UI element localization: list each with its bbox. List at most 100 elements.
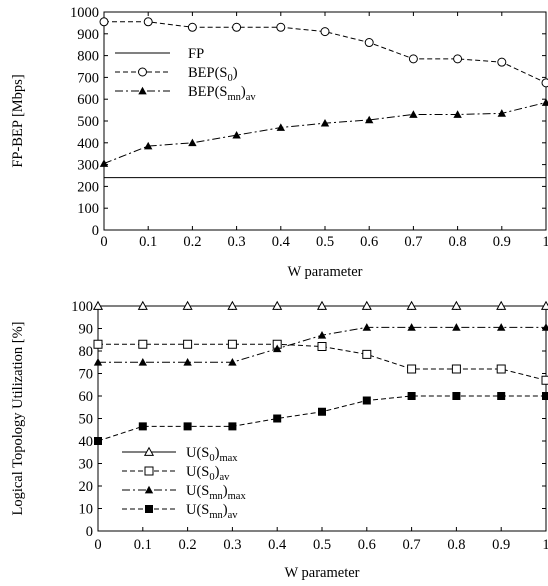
x-tick-label: 0.4 bbox=[268, 537, 287, 553]
data-point bbox=[364, 38, 374, 48]
y-tick-label: 60 bbox=[79, 389, 94, 405]
y-tick-label: 800 bbox=[77, 49, 99, 65]
data-point bbox=[497, 392, 506, 400]
data-point bbox=[317, 331, 327, 339]
data-point bbox=[453, 54, 463, 64]
y-tick-label: 80 bbox=[79, 344, 94, 360]
data-point bbox=[187, 22, 197, 32]
y-tick-label: 900 bbox=[77, 27, 99, 43]
data-point bbox=[273, 344, 282, 353]
legend-tail-subscript: max bbox=[219, 453, 238, 464]
data-point bbox=[144, 141, 153, 150]
x-tick-label: 0.2 bbox=[179, 537, 197, 553]
x-tick-label: 0.3 bbox=[223, 537, 241, 553]
data-point bbox=[138, 422, 147, 431]
data-point bbox=[227, 339, 237, 349]
chart-fp-bep: 0 100 200 300 400 500 600 700 800 900 1000 0 0.1 0.2 0… bbox=[10, 5, 548, 280]
y-tick-label: 30 bbox=[79, 457, 94, 473]
x-tick-label: 0.5 bbox=[316, 234, 334, 250]
y-axis-title: Logical Topology Utilization [%] bbox=[10, 321, 26, 515]
data-point bbox=[496, 300, 507, 310]
x-tick-label: 0.9 bbox=[493, 234, 511, 250]
legend-main: U(S bbox=[186, 502, 209, 518]
x-tick-label: 0.1 bbox=[139, 234, 157, 250]
data-point bbox=[143, 17, 153, 27]
legend-main: U(S bbox=[186, 445, 209, 461]
data-point bbox=[540, 300, 548, 310]
data-point bbox=[228, 422, 237, 431]
legend-swatch-marker bbox=[145, 505, 153, 513]
y-tick-label: 700 bbox=[77, 70, 99, 86]
legend-tail-subscript: max bbox=[228, 491, 247, 502]
data-point bbox=[317, 342, 327, 351]
x-axis-title: W parameter bbox=[284, 565, 359, 581]
data-point bbox=[276, 123, 285, 131]
legend-swatch-marker bbox=[138, 86, 147, 95]
data-point bbox=[318, 407, 326, 416]
legend-swatch-marker bbox=[138, 67, 147, 77]
data-point bbox=[183, 358, 192, 366]
y-tick-label: 0 bbox=[92, 223, 99, 239]
legend-swatch-marker bbox=[143, 446, 155, 456]
y-tick-label: 400 bbox=[77, 136, 99, 152]
data-point bbox=[362, 396, 371, 405]
y-tick-label: 40 bbox=[79, 434, 94, 450]
x-tick-label: 0 bbox=[94, 537, 101, 553]
data-point bbox=[541, 323, 548, 331]
data-point bbox=[228, 358, 237, 366]
legend-subscript: 0 bbox=[209, 453, 214, 464]
legend-main: FP bbox=[188, 46, 204, 62]
data-point bbox=[407, 364, 417, 374]
data-point bbox=[232, 22, 242, 32]
data-point bbox=[452, 323, 461, 331]
data-point bbox=[93, 339, 103, 349]
legend-item: U(Smn)av bbox=[122, 502, 238, 521]
legend-tail: ) bbox=[215, 464, 220, 480]
x-tick-label: 0.4 bbox=[272, 234, 291, 250]
y-axis-title: FP-BEP [Mbps] bbox=[10, 74, 26, 167]
y-tick-label: 50 bbox=[79, 412, 94, 428]
legend-main: BEP(S bbox=[188, 65, 228, 81]
data-point bbox=[497, 323, 506, 331]
legend-label: U(S0)max bbox=[186, 445, 238, 464]
data-point bbox=[453, 110, 462, 118]
data-point bbox=[138, 339, 148, 349]
legend-tail: ) bbox=[233, 65, 238, 81]
y-tick-label: 20 bbox=[79, 479, 94, 495]
legend-item: U(S0)av bbox=[122, 464, 230, 483]
data-point bbox=[362, 349, 372, 359]
legend-item: FP bbox=[115, 46, 204, 62]
data-point bbox=[541, 375, 548, 385]
x-tick-label: 0 bbox=[100, 234, 107, 250]
data-point bbox=[183, 339, 193, 349]
data-point bbox=[137, 300, 148, 310]
legend-subscript: mn bbox=[209, 491, 223, 502]
legend-tail-subscript: av bbox=[246, 92, 257, 103]
legend-label: U(Smn)max bbox=[186, 483, 246, 502]
legend-tail-subscript: av bbox=[228, 510, 239, 521]
x-tick-label: 1 bbox=[542, 234, 548, 250]
x-tick-label: 0.5 bbox=[313, 537, 331, 553]
data-point bbox=[273, 414, 282, 423]
legend-subscript: 0 bbox=[209, 472, 214, 483]
legend-label: FP bbox=[188, 46, 204, 62]
series-line bbox=[97, 395, 546, 442]
legend-tail: ) bbox=[215, 445, 220, 461]
y-tick-label: 10 bbox=[79, 502, 94, 518]
data-point bbox=[320, 27, 330, 37]
legend-tail: ) bbox=[223, 483, 228, 499]
legend-item: U(S0)max bbox=[122, 445, 238, 464]
x-tick-label: 0.1 bbox=[134, 537, 152, 553]
legend-tail: ) bbox=[223, 502, 228, 518]
y-tick-label: 1000 bbox=[70, 5, 99, 21]
data-point bbox=[232, 130, 241, 139]
plot-area bbox=[97, 305, 547, 532]
data-point bbox=[276, 22, 286, 32]
legend-swatch-marker bbox=[144, 485, 154, 494]
data-point bbox=[316, 300, 328, 310]
legend-item: BEP(S0) bbox=[115, 65, 238, 84]
legend-tail-subscript: av bbox=[219, 472, 230, 483]
x-tick-label: 0.9 bbox=[492, 537, 510, 553]
series-1 bbox=[93, 339, 548, 385]
